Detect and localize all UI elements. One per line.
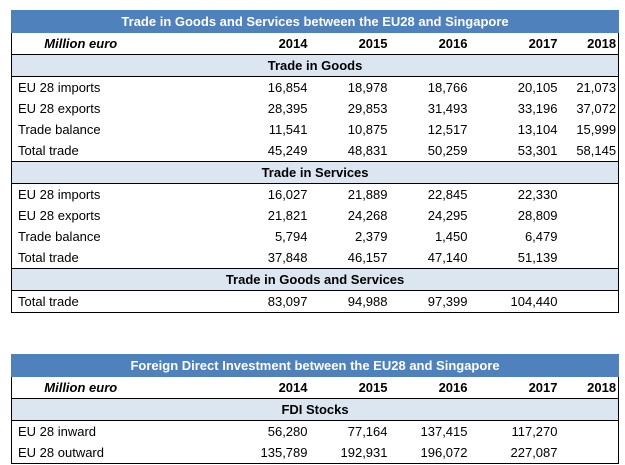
- year-header: 2018: [559, 376, 620, 399]
- row-label: Total trade: [11, 290, 150, 313]
- cell: 2,379: [354, 229, 388, 244]
- trade-table: Trade in Goods and Services between the …: [10, 10, 620, 313]
- year-header: 2014: [278, 380, 308, 395]
- cell: 20,105: [517, 80, 558, 95]
- cell: 137,415: [420, 424, 468, 439]
- unit-label: Million euro: [11, 376, 150, 399]
- cell: 45,249: [267, 143, 308, 158]
- cell: 18,766: [427, 80, 468, 95]
- cell: [559, 247, 620, 269]
- cell: [559, 205, 620, 226]
- cell: [559, 290, 620, 313]
- row-label: Trade balance: [11, 119, 150, 140]
- year-header: 2016: [438, 380, 468, 395]
- row-label: Trade balance: [11, 226, 150, 247]
- year-header: 2017: [528, 36, 558, 51]
- cell: [559, 183, 620, 205]
- cell: 31,493: [427, 101, 468, 116]
- cell: 11,541: [268, 122, 308, 137]
- row-label: Total trade: [11, 247, 150, 269]
- cell: 50,259: [427, 143, 468, 158]
- cell: 117,270: [511, 424, 558, 439]
- cell: 83,097: [149, 290, 310, 313]
- cell: 37,072: [559, 98, 620, 119]
- row-label: Total trade: [11, 140, 150, 162]
- row-label: EU 28 inward: [11, 420, 150, 442]
- year-header: 2018: [559, 32, 620, 55]
- year-header: 2016: [438, 36, 468, 51]
- cell: 48,831: [347, 143, 388, 158]
- cell: 97,399: [389, 290, 470, 313]
- cell: 13,104: [517, 122, 558, 137]
- fdi-table: Foreign Direct Investment between the EU…: [10, 354, 620, 464]
- row-label: EU 28 imports: [11, 183, 150, 205]
- row-label: EU 28 imports: [11, 76, 150, 98]
- cell: 28,809: [517, 208, 558, 223]
- cell: 21,821: [267, 208, 308, 223]
- cell: 51,139: [517, 250, 558, 265]
- cell: 104,440: [469, 290, 560, 313]
- cell: [559, 226, 620, 247]
- section-heading: Trade in Goods: [10, 54, 620, 77]
- year-header: 2017: [528, 380, 558, 395]
- cell: 16,854: [267, 80, 308, 95]
- cell: 47,140: [427, 250, 468, 265]
- cell: 58,145: [559, 140, 620, 162]
- year-header: 2014: [278, 36, 308, 51]
- cell: 18,978: [347, 80, 388, 95]
- cell: 24,295: [427, 208, 468, 223]
- cell: 16,027: [267, 187, 308, 202]
- fdi-table-title: Foreign Direct Investment between the EU…: [10, 354, 620, 377]
- row-label: EU 28 exports: [11, 205, 150, 226]
- section-heading: FDI Stocks: [10, 398, 620, 421]
- cell: [559, 420, 620, 442]
- cell: 21,889: [347, 187, 388, 202]
- row-label: EU 28 exports: [11, 98, 150, 119]
- cell: 53,301: [517, 143, 558, 158]
- cell: 15,999: [559, 119, 620, 140]
- cell: 56,280: [267, 424, 308, 439]
- cell: 21,073: [559, 76, 620, 98]
- cell: 33,196: [517, 101, 558, 116]
- cell: 10,875: [347, 122, 388, 137]
- cell: 12,517: [427, 122, 468, 137]
- row-label: EU 28 outward: [11, 442, 150, 464]
- cell: 37,848: [267, 250, 308, 265]
- cell: 46,157: [347, 250, 388, 265]
- trade-table-title: Trade in Goods and Services between the …: [10, 10, 620, 33]
- cell: 1,450: [434, 229, 468, 244]
- cell: 94,988: [309, 290, 390, 313]
- cell: 22,330: [517, 187, 558, 202]
- unit-label: Million euro: [11, 32, 150, 55]
- cell: 77,164: [347, 424, 388, 439]
- cell: 24,268: [347, 208, 388, 223]
- cell: 28,395: [267, 101, 308, 116]
- year-header: 2015: [358, 36, 388, 51]
- cell: 192,931: [309, 442, 390, 464]
- year-header: 2015: [358, 380, 388, 395]
- cell: 227,087: [469, 442, 560, 464]
- section-heading: Trade in Services: [10, 161, 620, 184]
- cell: 135,789: [149, 442, 310, 464]
- cell: 5,794: [274, 229, 308, 244]
- cell: 29,853: [347, 101, 388, 116]
- section-heading: Trade in Goods and Services: [10, 268, 620, 291]
- cell: 6,479: [524, 229, 558, 244]
- cell: 22,845: [427, 187, 468, 202]
- cell: [559, 442, 620, 464]
- cell: 196,072: [389, 442, 470, 464]
